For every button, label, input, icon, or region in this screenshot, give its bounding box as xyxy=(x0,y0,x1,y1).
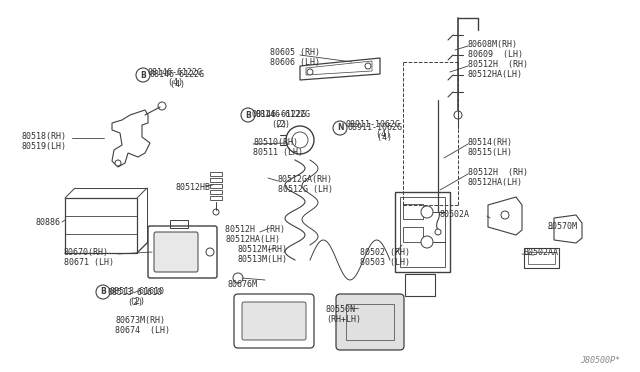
Bar xyxy=(210,196,222,200)
Circle shape xyxy=(96,285,110,299)
Circle shape xyxy=(454,111,462,119)
Text: 80886: 80886 xyxy=(36,218,61,227)
Bar xyxy=(170,220,188,228)
Bar xyxy=(403,227,423,242)
Bar xyxy=(405,274,435,296)
Circle shape xyxy=(241,108,255,122)
Text: 80512GA(RH)
80512G (LH): 80512GA(RH) 80512G (LH) xyxy=(278,175,333,195)
FancyBboxPatch shape xyxy=(242,302,306,340)
Text: 80518(RH)
80519(LH): 80518(RH) 80519(LH) xyxy=(22,132,67,151)
Circle shape xyxy=(213,209,219,215)
Text: 80570M: 80570M xyxy=(548,222,578,231)
Text: 08146-6122G
    (4): 08146-6122G (4) xyxy=(148,68,203,87)
Text: 80512H  (RH)
80512HA(LH): 80512H (RH) 80512HA(LH) xyxy=(468,60,528,79)
Circle shape xyxy=(365,63,371,69)
Circle shape xyxy=(421,206,433,218)
Bar xyxy=(65,198,137,253)
Bar xyxy=(528,252,555,264)
FancyBboxPatch shape xyxy=(336,294,404,350)
Bar xyxy=(210,190,222,194)
Text: 08146-6122G
    (2): 08146-6122G (2) xyxy=(255,110,310,129)
Text: N: N xyxy=(337,124,343,132)
Text: 80514(RH)
80515(LH): 80514(RH) 80515(LH) xyxy=(468,138,513,157)
Bar xyxy=(210,184,222,188)
Circle shape xyxy=(307,69,313,75)
Text: J80500P*: J80500P* xyxy=(580,356,620,365)
Circle shape xyxy=(115,160,121,166)
Circle shape xyxy=(158,102,166,110)
Text: 08513-61610
    (2): 08513-61610 (2) xyxy=(110,287,165,307)
Text: 80512M(RH)
80513M(LH): 80512M(RH) 80513M(LH) xyxy=(237,245,287,264)
Text: 80502 (RH)
80503 (LH): 80502 (RH) 80503 (LH) xyxy=(360,248,410,267)
Text: B: B xyxy=(140,71,146,80)
Circle shape xyxy=(136,68,150,82)
Circle shape xyxy=(292,132,308,148)
Text: 08146-6122G
    (4): 08146-6122G (4) xyxy=(150,70,205,89)
Text: 08911-1062G
      (4): 08911-1062G (4) xyxy=(347,123,402,142)
Text: 08911-1062G
      (4): 08911-1062G (4) xyxy=(346,120,401,140)
Bar xyxy=(210,172,222,176)
Bar xyxy=(395,192,450,272)
Circle shape xyxy=(435,229,441,235)
Circle shape xyxy=(333,121,347,135)
Text: 80512H  (RH)
80512HA(LH): 80512H (RH) 80512HA(LH) xyxy=(225,225,285,244)
Bar xyxy=(210,178,222,182)
Text: 80510(RH)
80511 (LH): 80510(RH) 80511 (LH) xyxy=(253,138,303,157)
Text: B: B xyxy=(245,110,251,119)
Text: 80670(RH)
80671 (LH): 80670(RH) 80671 (LH) xyxy=(64,248,114,267)
Text: 80605 (RH)
80606 (LH): 80605 (RH) 80606 (LH) xyxy=(270,48,320,67)
Text: 80502A: 80502A xyxy=(440,210,470,219)
Text: B: B xyxy=(100,288,106,296)
Text: 80502AA: 80502AA xyxy=(524,248,559,257)
Text: 08513-61610
    (2): 08513-61610 (2) xyxy=(108,288,163,307)
Text: 80673M(RH)
80674  (LH): 80673M(RH) 80674 (LH) xyxy=(115,316,170,336)
Bar xyxy=(403,204,423,219)
Circle shape xyxy=(286,126,314,154)
Text: 80512HB: 80512HB xyxy=(176,183,211,192)
FancyBboxPatch shape xyxy=(154,232,198,272)
Text: 08146-6122G
    (2): 08146-6122G (2) xyxy=(252,110,307,129)
Bar xyxy=(524,248,559,268)
Text: 80676M: 80676M xyxy=(228,280,258,289)
Circle shape xyxy=(233,273,243,283)
Circle shape xyxy=(501,211,509,219)
Circle shape xyxy=(421,236,433,248)
Text: 80550N
(RH+LH): 80550N (RH+LH) xyxy=(326,305,361,324)
Circle shape xyxy=(206,248,214,256)
Text: 80608M(RH)
80609  (LH): 80608M(RH) 80609 (LH) xyxy=(468,40,523,60)
Bar xyxy=(346,304,394,340)
Bar xyxy=(400,197,445,267)
Text: 80512H  (RH)
80512HA(LH): 80512H (RH) 80512HA(LH) xyxy=(468,168,528,187)
